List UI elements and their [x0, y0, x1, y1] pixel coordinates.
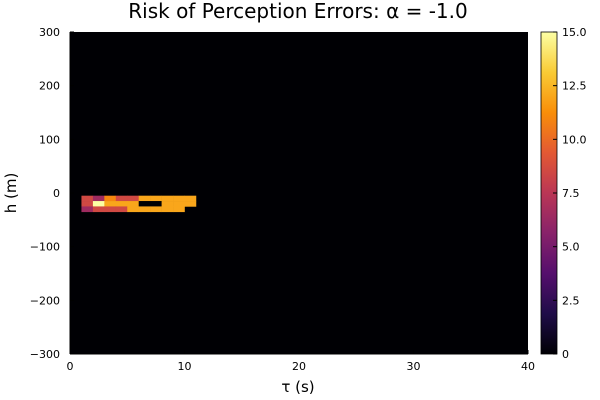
y-tick-label: 0	[53, 187, 60, 200]
x-tick-label: 0	[67, 360, 74, 373]
y-axis-ticks: 300 200 100 0 −100 −200 −300	[30, 26, 74, 361]
heatmap-cell	[150, 201, 162, 207]
heatmap-cell	[161, 201, 174, 207]
colorbar-tick-label: 0	[562, 348, 569, 361]
heatmap-cell	[115, 206, 128, 213]
heatmap-cell	[184, 201, 197, 207]
colorbar-tick-label: 2.5	[562, 294, 580, 307]
heatmap-cell	[104, 195, 117, 202]
y-axis-label: h (m)	[2, 173, 20, 214]
plot-area	[70, 32, 528, 354]
y-tick-label: 200	[39, 80, 60, 93]
heatmap-cell	[184, 195, 197, 202]
heatmap-cell	[127, 195, 139, 202]
colorbar-ticks: 0 2.5 5.0 7.5 10.0 12.5 15.0	[553, 26, 587, 361]
heatmap-cell	[81, 195, 94, 202]
heatmap-cell	[92, 195, 105, 202]
chart-title: Risk of Perception Errors: α = -1.0	[128, 0, 468, 23]
y-tick-label: −300	[30, 348, 60, 361]
y-tick-label: 100	[39, 133, 60, 146]
heatmap-cell	[173, 195, 185, 202]
heatmap-cell	[173, 201, 185, 207]
colorbar-tick-label: 15.0	[562, 26, 587, 39]
colorbar-gradient	[541, 32, 557, 354]
x-tick-label: 40	[521, 360, 535, 373]
heatmap-cell	[115, 201, 128, 207]
y-tick-label: 300	[39, 26, 60, 39]
colorbar-tick-label: 10.0	[562, 133, 587, 146]
heatmap-cell	[104, 201, 117, 207]
x-tick-label: 20	[292, 360, 306, 373]
heatmap-cell	[150, 195, 162, 202]
x-axis-label: τ (s)	[281, 378, 314, 396]
heatmap-cell	[161, 206, 174, 213]
heatmap-cell	[81, 201, 94, 207]
heatmap-cells	[81, 195, 197, 213]
heatmap-cell	[161, 195, 174, 202]
y-tick-label: −100	[30, 241, 60, 254]
heatmap-cell	[92, 201, 105, 207]
heatmap-cell	[138, 206, 151, 213]
heatmap-cell	[115, 195, 128, 202]
heatmap-cell	[173, 206, 185, 213]
heatmap-cell	[127, 206, 139, 213]
heatmap-cell	[138, 201, 151, 207]
heatmap-cell	[138, 195, 151, 202]
heatmap-cell	[150, 206, 162, 213]
x-tick-label: 10	[178, 360, 192, 373]
heatmap-cell	[127, 201, 139, 207]
colorbar-tick-label: 7.5	[562, 187, 580, 200]
colorbar-tick-label: 12.5	[562, 80, 587, 93]
heatmap-background	[70, 32, 528, 354]
x-tick-label: 30	[407, 360, 421, 373]
heatmap-cell	[81, 206, 94, 213]
heatmap-cell	[104, 206, 117, 213]
heatmap-cell	[92, 206, 105, 213]
colorbar-tick-label: 5.0	[562, 241, 580, 254]
x-axis-ticks: 0 10 20 30 40	[67, 350, 535, 373]
y-tick-label: −200	[30, 294, 60, 307]
